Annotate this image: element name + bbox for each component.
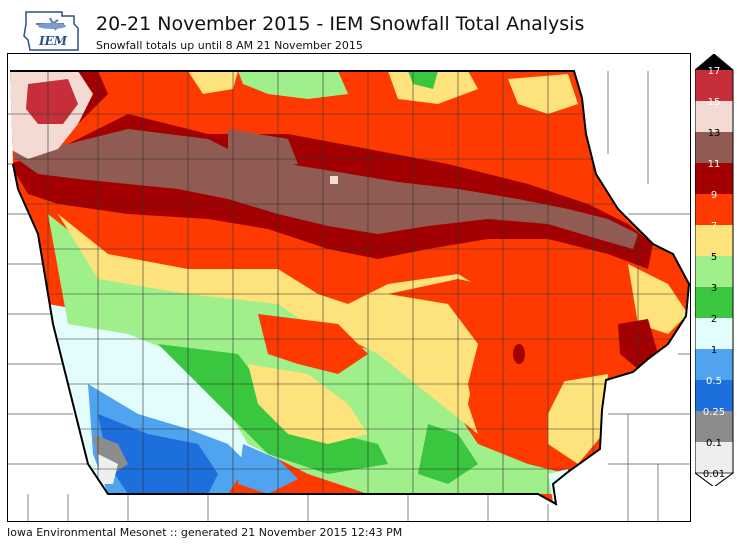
legend-label: 0.5: [706, 376, 722, 387]
legend-label: 0.1: [706, 438, 722, 449]
legend-label: 2: [711, 314, 717, 325]
legend-swatch: [695, 194, 733, 225]
snowfall-fields: [10, 71, 689, 504]
legend-label: 0.25: [703, 407, 725, 418]
snowfall-map: [7, 53, 691, 522]
legend-swatch: [695, 380, 733, 411]
legend-label: 7: [711, 221, 717, 232]
outside-county-lines: [8, 71, 690, 521]
legend-swatch: [695, 411, 733, 442]
legend-colorbar: 17 15 13 11 9 7 5 3 2 1 0.5 0.25 0.1 0.01: [693, 53, 735, 488]
map-title: 20-21 November 2015 - IEM Snowfall Total…: [96, 13, 585, 35]
legend-top-arrow: [695, 54, 733, 70]
legend-label: 1: [711, 345, 717, 356]
legend-label: 5: [711, 252, 717, 263]
iowa-county-lines: [10, 71, 689, 494]
snowfall-legend: 17 15 13 11 9 7 5 3 2 1 0.5 0.25 0.1 0.01: [693, 53, 737, 488]
map-subtitle: Snowfall totals up until 8 AM 21 Novembe…: [96, 39, 363, 52]
legend-outline: [694, 53, 734, 488]
legend-label: 0.01: [703, 469, 725, 480]
legend-label: 17: [708, 66, 721, 77]
footer-credit: Iowa Environmental Mesonet :: generated …: [7, 526, 403, 539]
legend-label: 15: [708, 97, 721, 108]
legend-swatch: [695, 287, 733, 318]
legend-swatch: [695, 225, 733, 256]
legend-label: 11: [708, 159, 721, 170]
legend-label: 9: [711, 190, 717, 201]
legend-swatch: [695, 132, 733, 163]
legend-swatch: [695, 349, 733, 380]
legend-label: 13: [708, 128, 721, 139]
legend-swatch: [695, 70, 733, 101]
legend-swatch: [695, 101, 733, 132]
iowa-state-border: [10, 70, 690, 506]
legend-swatch: [695, 318, 733, 349]
snowfall-map-svg: [8, 70, 690, 521]
legend-swatch: [695, 163, 733, 194]
legend-swatch: [695, 256, 733, 287]
legend-swatch: [695, 442, 733, 473]
logo-text: IEM: [38, 34, 68, 48]
legend-label: 3: [711, 283, 717, 294]
iem-logo: IEM: [22, 10, 82, 52]
